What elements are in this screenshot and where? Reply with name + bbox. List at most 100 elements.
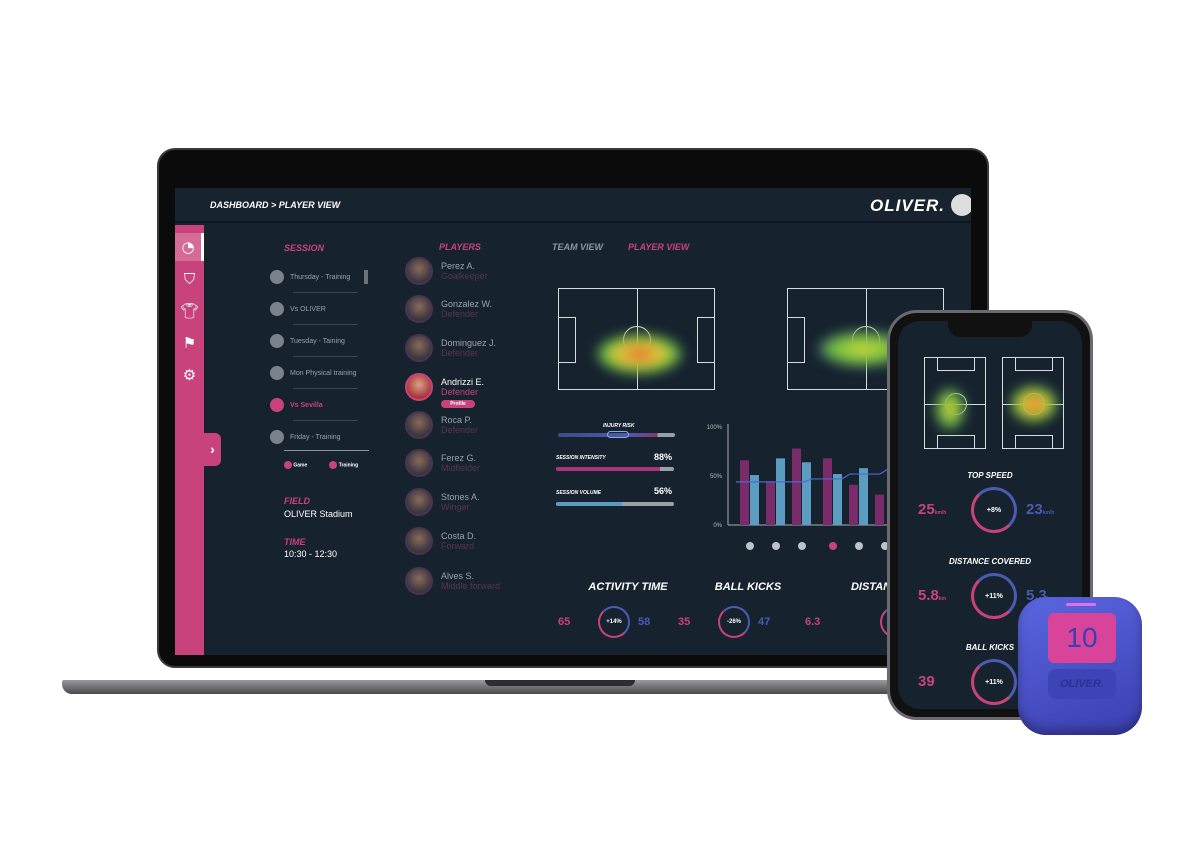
game-icon xyxy=(270,302,284,316)
phone-stat-delta: +11% xyxy=(985,678,1003,686)
divider xyxy=(293,292,358,293)
player-name: Alves S. xyxy=(441,571,475,581)
injury-risk-bar xyxy=(558,433,675,437)
player-name: Stones A. xyxy=(441,492,480,502)
player-role: Middle forward xyxy=(441,581,501,591)
shield-icon[interactable]: ⛉ xyxy=(183,270,196,288)
player-avatar xyxy=(405,257,433,285)
phone-stat-title: TOP SPEED xyxy=(967,471,1013,480)
player-role: Defender xyxy=(441,348,479,358)
bar-chart: 0% 50% 100% xyxy=(707,424,971,550)
phone-stat-title: DISTANCE COVERED xyxy=(948,557,1032,566)
phone-stat-title: BALL KICKS xyxy=(965,643,1015,652)
y-tick-label: 50% xyxy=(710,474,723,480)
phone-stat-ring: +11% xyxy=(971,659,1017,705)
player-role: Goalkeeper xyxy=(441,271,488,281)
player-item[interactable]: Perez A. Goalkeeper xyxy=(405,254,525,288)
training-icon xyxy=(329,461,338,469)
device-logo: OLIVER. xyxy=(1048,669,1116,699)
time-label: TIME xyxy=(284,537,306,547)
stat-delta-ring: +14% xyxy=(598,606,630,638)
user-avatar-icon[interactable] xyxy=(951,194,971,216)
player-item[interactable]: Stones A. Winger xyxy=(405,485,525,519)
legend-training-label: Training xyxy=(338,462,359,469)
intensity-value: 88% xyxy=(654,452,673,462)
session-scrollbar[interactable] xyxy=(364,270,368,284)
training-active-icon xyxy=(829,542,837,550)
phone-stat-current: 25km/h xyxy=(918,501,946,518)
phone-stat-delta: +8% xyxy=(986,506,1002,514)
player-item[interactable]: Gonzalez W. Defender xyxy=(405,292,525,326)
player-item[interactable]: Ferez G. Midfielder xyxy=(405,446,525,480)
phone-stat-current-value: 25 xyxy=(918,501,935,518)
player-role: Defender xyxy=(441,309,479,319)
players-heading: PLAYERS xyxy=(439,242,481,252)
oliver-logo[interactable]: OLIVER. xyxy=(870,196,946,215)
stat-value-previous: 47 xyxy=(758,616,771,628)
injury-risk-label: INJURY RISK xyxy=(603,423,635,429)
legend-training: Training xyxy=(329,461,358,469)
y-tick-label: 0% xyxy=(713,523,722,529)
session-item[interactable]: Mon Physical training xyxy=(270,364,370,382)
breadcrumb[interactable]: DASHBOARD > PLAYER VIEW xyxy=(210,200,341,210)
field-value: OLIVER Stadium xyxy=(284,509,353,519)
player-item[interactable]: Alves S. Middle forward xyxy=(405,564,525,598)
device-number: 10 xyxy=(1048,613,1116,663)
top-bar: DASHBOARD > PLAYER VIEW OLIVER. xyxy=(175,188,971,223)
player-avatar xyxy=(405,527,433,555)
dashboard-screen: DASHBOARD > PLAYER VIEW OLIVER. ◔ ⛉ 👕︎ ⚑… xyxy=(175,188,971,655)
tab-player-view[interactable]: PLAYER VIEW xyxy=(628,242,690,252)
player-name: Roca P. xyxy=(441,415,472,425)
oliver-tracker-device: 10 OLIVER. xyxy=(1018,597,1142,735)
bar xyxy=(766,481,775,525)
chevron-right-icon[interactable]: › xyxy=(204,433,221,466)
laptop-base xyxy=(62,680,962,694)
volume-label: SESSION VOLUME xyxy=(556,490,602,496)
volume-value: 56% xyxy=(654,486,673,496)
injury-risk-marker xyxy=(607,431,629,438)
bar xyxy=(823,458,832,525)
session-item[interactable]: Vs Sevilla xyxy=(270,396,370,414)
player-name: Costa D. xyxy=(441,531,477,541)
heatmap-pitch-left xyxy=(558,288,715,390)
flag-icon[interactable]: ⚑ xyxy=(182,334,197,352)
session-item-label: Thursday - Training xyxy=(290,273,351,281)
player-item[interactable]: Roca P. Defender xyxy=(405,408,525,442)
profile-button[interactable]: Profile xyxy=(441,400,475,408)
player-item[interactable]: Andrizzi E. Defender xyxy=(405,370,525,404)
player-name: Ferez G. xyxy=(441,453,477,463)
session-item[interactable]: Vs OLIVER xyxy=(270,300,370,318)
unit: km/h xyxy=(934,510,947,516)
player-role: Defender xyxy=(441,387,479,397)
settings-icon[interactable]: ⚙ xyxy=(182,366,197,384)
training-icon xyxy=(270,334,284,348)
session-item[interactable]: Tuesday - Taining xyxy=(270,332,370,350)
bar xyxy=(802,462,811,525)
tab-team-view[interactable]: TEAM VIEW xyxy=(552,242,603,252)
intensity-bar xyxy=(556,467,674,471)
bar xyxy=(875,494,884,525)
game-icon xyxy=(746,542,754,550)
stat-delta: +14% xyxy=(606,619,622,625)
bar xyxy=(776,458,785,525)
training-icon xyxy=(270,430,284,444)
session-item[interactable]: Friday - Training xyxy=(270,428,370,446)
bar xyxy=(750,475,759,525)
phone-stat-current: 39 xyxy=(918,673,935,690)
sidebar: ◔ ⛉ 👕︎ ⚑ ⚙ xyxy=(175,225,204,655)
player-item[interactable]: Dominguez J. Defender xyxy=(405,331,525,365)
speedometer-icon[interactable]: ◔ xyxy=(175,233,204,261)
field-label: FIELD xyxy=(284,496,310,506)
phone-stat-previous-value: 23 xyxy=(1026,501,1043,518)
stat-title: ACTIVITY TIME xyxy=(588,581,668,593)
player-role: Midfielder xyxy=(441,463,481,473)
game-icon xyxy=(284,461,292,469)
shirt-icon[interactable]: 👕︎ xyxy=(179,302,200,320)
player-avatar xyxy=(405,373,433,401)
player-name: Andrizzi E. xyxy=(441,377,485,387)
player-name: Perez A. xyxy=(441,261,476,271)
player-avatar xyxy=(405,488,433,516)
phone-heatmap-left xyxy=(924,357,986,449)
player-item[interactable]: Costa D. Forward xyxy=(405,524,525,558)
session-item[interactable]: Thursday - Training xyxy=(270,268,370,286)
